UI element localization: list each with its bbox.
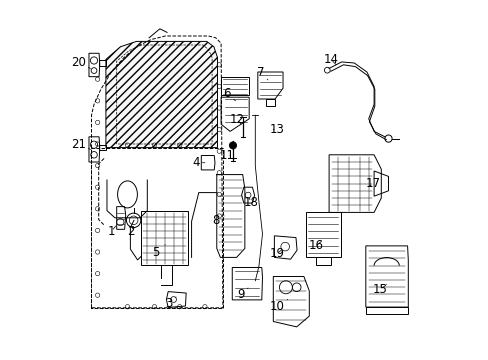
Text: 18: 18 [243,196,258,209]
Text: 3: 3 [165,297,176,310]
Text: 17: 17 [365,177,380,190]
Text: 13: 13 [269,123,284,136]
Text: 7: 7 [256,66,267,80]
Polygon shape [106,41,217,148]
Text: 10: 10 [269,300,287,312]
Text: 16: 16 [308,239,324,252]
Text: 14: 14 [323,53,338,66]
Text: 5: 5 [152,245,165,258]
Text: 19: 19 [269,247,284,260]
Text: 15: 15 [372,283,387,296]
Text: 12: 12 [229,113,244,126]
Text: 9: 9 [237,288,247,301]
Text: 2: 2 [127,225,135,238]
Text: 20: 20 [71,57,90,69]
Text: 8: 8 [212,214,224,227]
Text: 21: 21 [71,138,90,150]
Text: 1: 1 [107,225,116,238]
Circle shape [229,142,236,149]
Text: 6: 6 [223,87,235,101]
Text: 11: 11 [219,149,234,162]
Text: 4: 4 [192,156,204,169]
